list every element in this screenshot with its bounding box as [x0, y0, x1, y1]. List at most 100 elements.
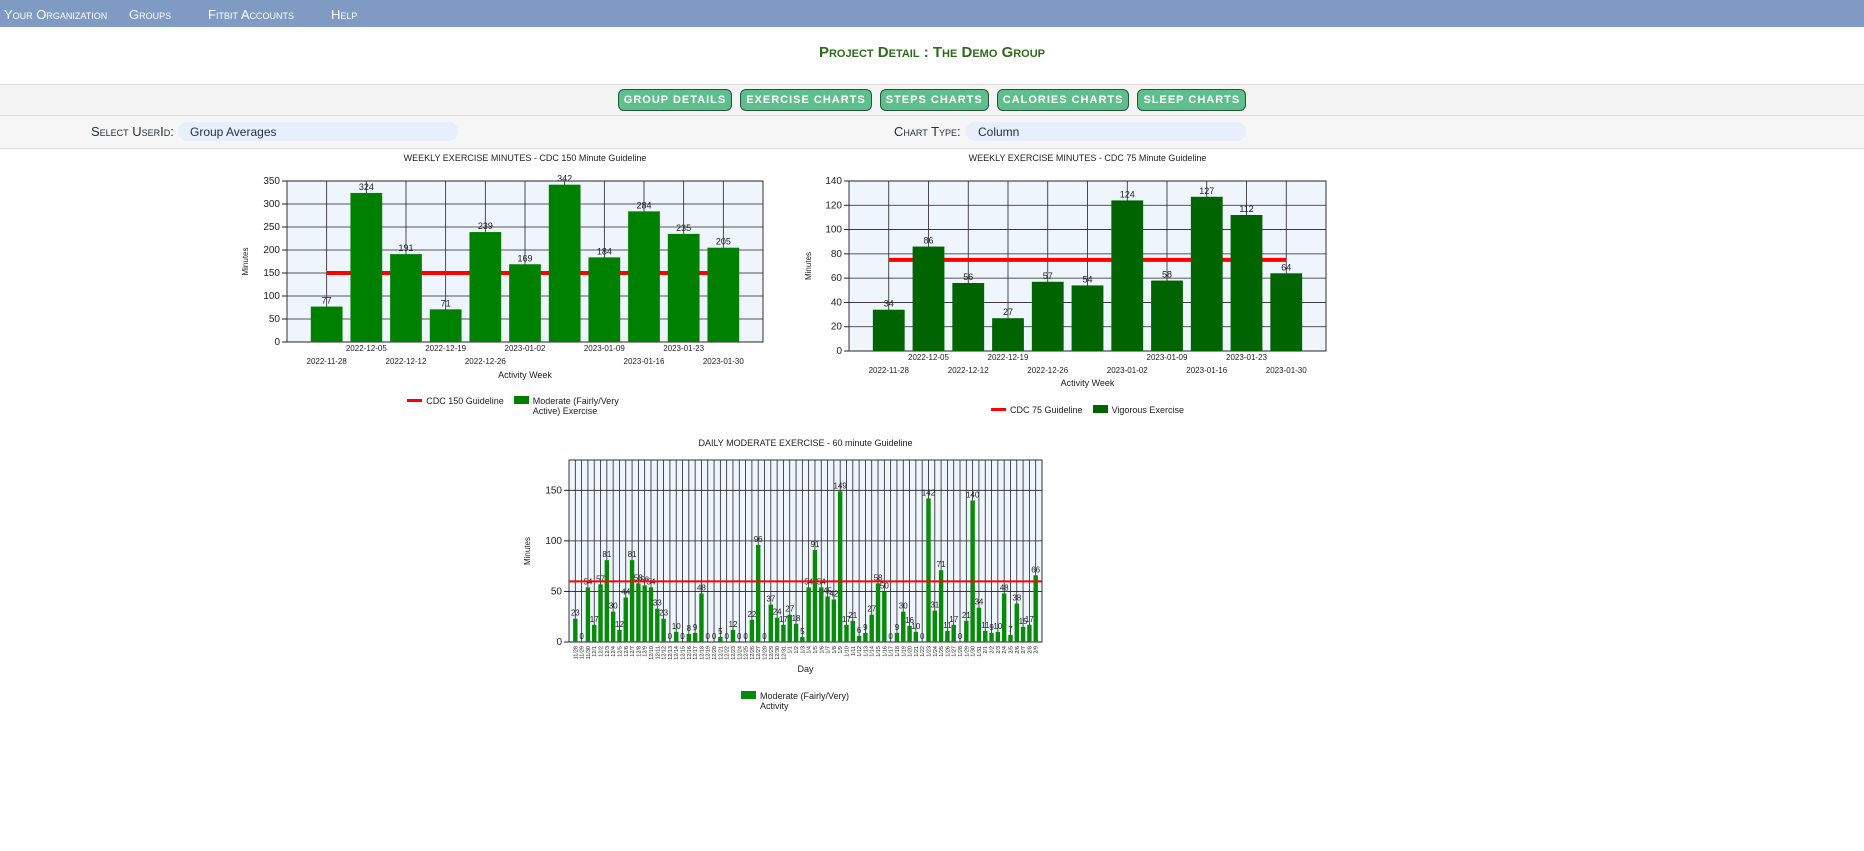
x-tick-label: 2022-12-12	[948, 366, 989, 375]
data-label: 50	[880, 581, 889, 590]
y-tick-label: 100	[825, 225, 842, 236]
x-tick-label: 12/3	[605, 646, 611, 657]
bar	[1071, 285, 1104, 351]
data-label: 127	[1199, 186, 1214, 196]
bar	[800, 636, 805, 642]
y-tick-label: 0	[836, 346, 842, 357]
data-label: 37	[766, 595, 775, 604]
y-tick-label: 100	[545, 536, 562, 547]
x-tick-label: 2022-12-19	[425, 344, 466, 353]
x-tick-label: 1/31	[977, 646, 983, 657]
legend-item: Vigorous Exercise	[1092, 405, 1184, 415]
data-label: 16	[905, 616, 914, 625]
x-tick-label: 2022-12-05	[346, 344, 387, 353]
x-tick-label: 12/26	[750, 646, 756, 660]
data-label: 10	[993, 622, 1002, 631]
filter-select[interactable]: Group Averages	[178, 122, 458, 141]
x-tick-label: 12/11	[655, 646, 661, 659]
data-label: 64	[1281, 262, 1291, 272]
x-tick-label: 12/18	[699, 646, 705, 660]
x-tick-label: 2023-01-23	[663, 344, 704, 353]
x-tick-label: 1/15	[876, 646, 882, 657]
legend-item: Moderate (Fairly/Very) Activity	[741, 691, 870, 711]
data-label: 86	[923, 236, 933, 246]
legend-label: Moderate (Fairly/Very Active) Exercise	[532, 396, 619, 416]
bar	[970, 500, 975, 642]
data-label: 140	[966, 490, 980, 499]
x-tick-label: 1/19	[901, 646, 907, 657]
data-label: 21	[962, 611, 971, 620]
bar	[1031, 281, 1064, 351]
x-tick-label: 12/2	[599, 646, 605, 657]
legend: CDC 75 Guideline Vigorous Exercise	[968, 405, 1208, 415]
data-label: 11	[981, 621, 990, 630]
x-tick-label: 12/15	[681, 646, 687, 660]
bar	[718, 636, 723, 642]
x-tick-label: 1/14	[870, 646, 876, 657]
data-label: 23	[571, 609, 580, 618]
data-label: 23	[659, 609, 668, 618]
x-tick-label: 2023-01-09	[1147, 353, 1188, 362]
data-label: 169	[517, 253, 532, 263]
nav-link[interactable]: Help	[331, 7, 358, 22]
bar	[617, 629, 622, 642]
nav-link[interactable]: Fitbit Accounts	[208, 7, 295, 22]
x-tick-label: 1/10	[844, 646, 850, 657]
bar	[692, 632, 698, 642]
x-tick-label: 2/5	[1008, 646, 1014, 654]
bar	[872, 309, 905, 351]
legend-label: CDC 150 Guideline	[426, 396, 504, 406]
tab-button[interactable]: SLEEP CHARTS	[1137, 89, 1247, 111]
bar	[674, 631, 679, 642]
x-tick-label: 12/27	[756, 646, 762, 660]
bar	[850, 620, 856, 642]
data-label: 56	[963, 272, 973, 282]
data-label: 56	[640, 575, 649, 584]
y-tick-label: 0	[556, 637, 562, 648]
data-label: 0	[680, 632, 685, 641]
bar	[749, 619, 755, 642]
legend-label: Moderate (Fairly/Very) Activity	[760, 691, 850, 711]
tab-button[interactable]: EXERCISE CHARTS	[740, 89, 872, 111]
data-label: 0	[958, 632, 963, 641]
bar	[1230, 215, 1263, 351]
data-label: 17	[949, 615, 958, 624]
tab-button[interactable]: GROUP DETAILS	[617, 89, 733, 111]
x-tick-label: 1/1	[788, 646, 794, 654]
chart-title: DAILY MODERATE EXERCISE - 60 minute Guid…	[698, 438, 912, 448]
bar	[592, 624, 597, 642]
data-label: 48	[697, 583, 706, 592]
x-tick-label: 12/23	[731, 646, 737, 660]
x-tick-label: 2022-11-28	[869, 366, 910, 375]
bar	[1001, 593, 1007, 642]
data-label: 12	[729, 620, 738, 629]
tab-button[interactable]: CALORIES CHARTS	[996, 89, 1130, 111]
x-tick-label: 2023-01-30	[703, 357, 744, 366]
bar	[1014, 603, 1019, 642]
bar	[894, 632, 900, 642]
data-label: 0	[888, 632, 893, 641]
x-tick-label: 12/17	[693, 646, 699, 660]
bar	[945, 630, 950, 642]
nav-link[interactable]: Groups	[129, 7, 172, 22]
filter-select[interactable]: Column	[966, 122, 1246, 141]
bar	[837, 491, 843, 642]
bar	[989, 632, 994, 642]
data-label: 71	[937, 560, 946, 569]
bar	[707, 247, 740, 342]
bar	[686, 633, 692, 642]
nav-link[interactable]: Your Organization	[4, 7, 108, 22]
bar	[1270, 273, 1303, 351]
x-tick-label: 12/20	[712, 646, 718, 660]
chart-title: WEEKLY EXERCISE MINUTES - CDC 75 Minute …	[969, 153, 1207, 163]
x-tick-label: 12/4	[611, 646, 617, 657]
tab-button[interactable]: STEPS CHARTS	[879, 89, 989, 111]
bar	[1020, 626, 1026, 642]
data-label: 9	[989, 623, 994, 632]
bar	[573, 618, 578, 642]
y-tick-label: 50	[269, 314, 281, 325]
data-label: 0	[762, 632, 767, 641]
x-tick-label: 1/6	[819, 646, 825, 654]
x-tick-label: 12/10	[649, 646, 655, 660]
